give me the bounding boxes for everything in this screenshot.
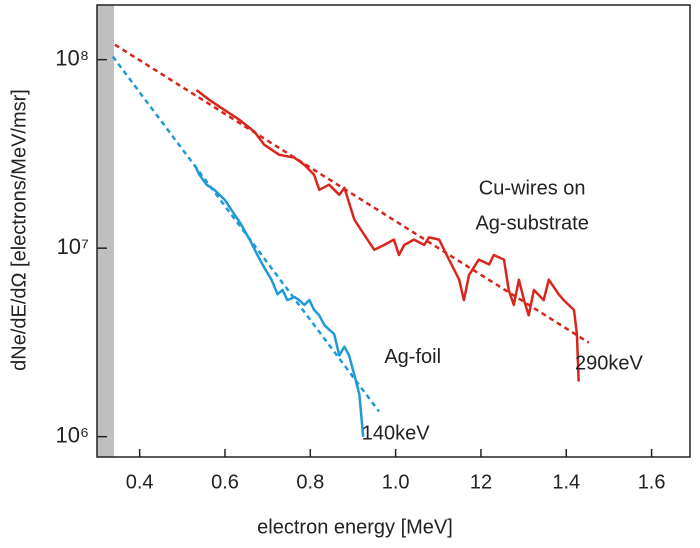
y-tick-label: 10⁷ [57, 234, 89, 259]
y-axis-label: dNe/dE/dΩ [electrons/MeV/msr] [8, 89, 30, 371]
x-tick-label: 12 [470, 471, 492, 493]
annotation: Ag-foil [384, 346, 441, 368]
x-axis-label: electron energy [MeV] [257, 516, 453, 538]
spectrum-line [193, 164, 365, 437]
annotation: Cu-wires on [479, 178, 586, 200]
spectrum-line [195, 89, 580, 382]
y-tick-label: 10⁸ [55, 45, 89, 70]
x-tick-label: 1.6 [638, 471, 666, 493]
fit-line [114, 43, 590, 344]
x-tick-label: 0.6 [211, 471, 239, 493]
annotation: 140keV [362, 423, 430, 445]
x-tick-label: 1.4 [552, 471, 580, 493]
annotation: Ag-substrate [475, 212, 588, 234]
x-tick-label: 0.4 [126, 471, 154, 493]
shaded-region [97, 5, 115, 457]
x-tick-label: 1.0 [382, 471, 410, 493]
x-tick-label: 0.8 [296, 471, 324, 493]
y-tick-label: 10⁶ [55, 422, 89, 447]
annotation: 290keV [575, 352, 643, 374]
fit-line [111, 55, 381, 413]
plot-frame [96, 4, 691, 458]
